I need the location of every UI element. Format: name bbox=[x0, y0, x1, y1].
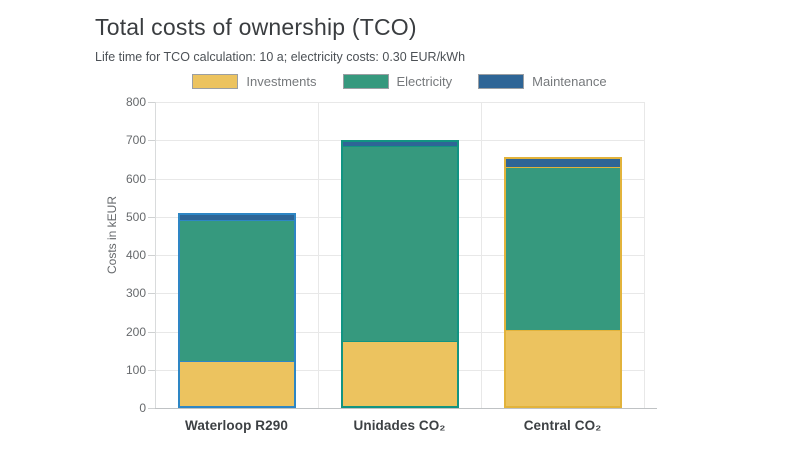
y-axis-tick bbox=[148, 178, 155, 180]
gridline-vertical bbox=[644, 102, 645, 408]
x-axis-category-label: Waterloop R290 bbox=[185, 418, 288, 433]
bar-segment-investments[interactable] bbox=[342, 342, 457, 406]
y-axis-tick bbox=[148, 216, 155, 218]
y-tick-label: 500 bbox=[125, 209, 146, 224]
legend-swatch-electricity bbox=[342, 74, 389, 89]
gridline-vertical bbox=[481, 102, 482, 408]
y-tick-label: 700 bbox=[125, 133, 146, 148]
gridline-vertical bbox=[318, 102, 319, 408]
y-tick-label: 800 bbox=[125, 95, 146, 109]
bar-segment-electricity[interactable] bbox=[179, 220, 294, 362]
legend-label: Electricity bbox=[396, 74, 453, 89]
y-axis-tick bbox=[148, 408, 155, 409]
bar-segment-investments[interactable] bbox=[179, 361, 294, 406]
y-axis-line bbox=[155, 102, 156, 408]
legend-label: Investments bbox=[246, 74, 317, 89]
chart-subtitle: Life time for TCO calculation: 10 a; ele… bbox=[95, 50, 466, 64]
chart-legend: Investments Electricity Maintenance bbox=[155, 74, 644, 89]
legend-swatch-maintenance bbox=[478, 74, 525, 89]
bar-central-co-[interactable] bbox=[503, 157, 622, 408]
bar-unidades-co-[interactable] bbox=[340, 140, 459, 408]
bar-segment-electricity[interactable] bbox=[342, 145, 457, 343]
bar-segment-maintenance[interactable] bbox=[179, 214, 294, 221]
legend-item-electricity[interactable]: Electricity bbox=[342, 74, 453, 89]
y-axis-tick bbox=[148, 102, 155, 103]
legend-item-maintenance[interactable]: Maintenance bbox=[478, 74, 607, 89]
y-tick-label: 0 bbox=[139, 401, 146, 415]
x-axis-category-label: Central CO₂ bbox=[523, 418, 602, 433]
y-axis-tick bbox=[148, 255, 155, 256]
bar-segment-investments[interactable] bbox=[505, 331, 620, 406]
x-axis-category-label: Unidades CO₂ bbox=[353, 418, 446, 433]
y-axis-tick bbox=[148, 331, 155, 333]
bar-waterloop-r290[interactable] bbox=[177, 212, 296, 408]
legend-item-investments[interactable]: Investments bbox=[192, 74, 317, 89]
y-axis-tick bbox=[148, 369, 155, 371]
y-tick-label: 200 bbox=[125, 324, 146, 339]
bar-segment-maintenance[interactable] bbox=[342, 142, 457, 146]
y-axis-tick bbox=[148, 293, 155, 295]
bar-segment-maintenance[interactable] bbox=[505, 159, 620, 167]
y-tick-label: 300 bbox=[125, 286, 146, 301]
legend-label: Maintenance bbox=[532, 74, 607, 89]
chart-title: Total costs of ownership (TCO) bbox=[95, 14, 417, 40]
bar-segment-electricity[interactable] bbox=[505, 166, 620, 332]
y-tick-label: 600 bbox=[125, 171, 146, 186]
gridline-horizontal bbox=[155, 102, 644, 103]
y-tick-label: 400 bbox=[125, 248, 146, 262]
x-axis-baseline bbox=[148, 408, 657, 409]
legend-swatch-investments bbox=[192, 74, 239, 89]
y-axis-tick bbox=[148, 140, 155, 142]
y-tick-label: 100 bbox=[125, 362, 146, 377]
y-axis-title: Costs in kEUR bbox=[105, 195, 119, 275]
